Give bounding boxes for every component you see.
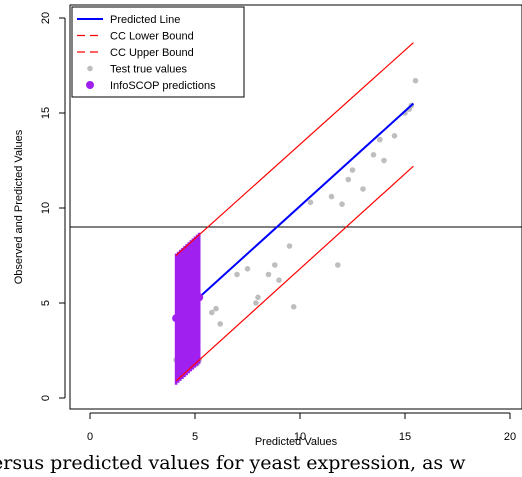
y-tick-label: 10 [40,202,52,214]
y-tick-label: 20 [40,12,52,24]
test-true-value-point [349,167,356,173]
test-true-value-point [253,300,259,306]
x-tick-label: 10 [294,431,306,443]
test-true-value-point [290,304,297,310]
test-true-value-point [209,309,215,316]
test-true-value-point [335,262,341,268]
legend-box [71,6,245,98]
infoscop-prediction-point [195,293,204,302]
test-true-value-point [381,157,387,164]
legend-test-true-values-label: Test true values [110,64,188,76]
test-true-value-point [217,321,223,327]
test-true-value-point [377,136,383,143]
test-true-value-point [391,133,398,139]
legend-infoscop-predictions-swatch [86,81,94,89]
legend-cc-lower-bound-label: CC Lower Bound [110,31,194,43]
legend-cc-upper-bound-label: CC Upper Bound [110,47,194,59]
test-true-value-point [360,186,366,192]
test-true-value-point [328,193,335,200]
x-tick-label: 0 [87,431,93,443]
test-true-value-point [339,201,345,207]
x-tick-label: 15 [399,431,411,443]
y-tick-label: 0 [40,395,52,401]
figure-caption: ersus predicted values for yeast express… [0,452,466,474]
x-tick-label: 20 [504,431,516,443]
legend-test-true-values-swatch [87,65,93,72]
test-true-value-point [345,176,352,183]
y-axis-title: Observed and Predicted Values [13,129,25,284]
legend: Predicted Line CC Lower Bound CC Upper Bou… [71,6,245,98]
legend-infoscop-predictions-label: InfoSCOP predictions [110,80,216,92]
test-true-value-point [412,77,419,84]
test-true-value-point [265,271,272,278]
x-axis-title: Predicted Values [255,436,338,448]
test-true-value-point [234,271,240,278]
predicted-line [175,102,415,319]
test-true-value-point [370,152,377,158]
plot-box [69,4,522,410]
test-true-value-point [255,294,261,301]
test-true-value-point [244,266,251,272]
test-true-value-point [307,199,314,206]
test-true-value-point [272,262,278,268]
x-tick-label: 5 [192,431,198,443]
y-tick-label: 15 [40,107,52,119]
legend-predicted-line-label: Predicted Line [110,14,180,26]
test-true-value-point [286,243,293,249]
test-true-value-point [276,277,282,284]
test-true-value-point [213,305,219,312]
cc-lower-bound-line [175,165,414,382]
cc-upper-bound-line [175,42,414,256]
y-tick-label: 5 [40,300,52,306]
